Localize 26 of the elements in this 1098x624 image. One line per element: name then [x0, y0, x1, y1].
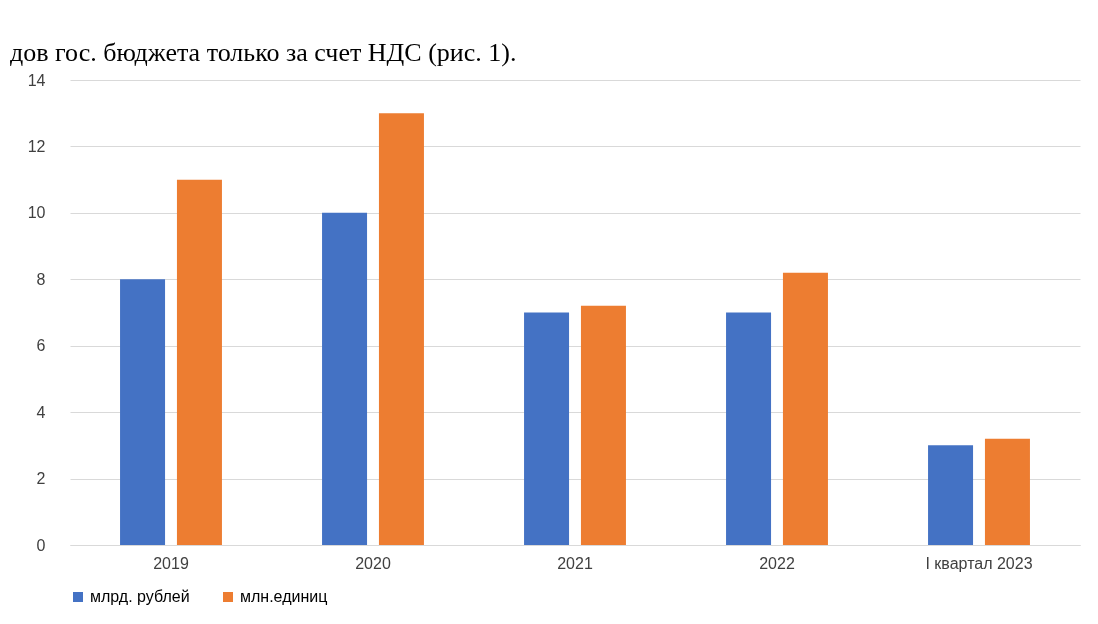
y-tick-label: 6 [36, 337, 46, 355]
x-tick-label: 2022 [759, 554, 795, 572]
bar [176, 179, 222, 545]
legend-label: млн.единиц [240, 588, 328, 605]
y-tick-label: 0 [36, 536, 46, 554]
bar [580, 305, 626, 545]
y-tick-label: 2 [36, 470, 46, 488]
x-tick-label: 2020 [355, 554, 391, 572]
bar [782, 272, 828, 545]
y-tick-label: 8 [36, 270, 46, 288]
x-tick-label: 2019 [153, 554, 189, 572]
x-tick-label: 2021 [557, 554, 593, 572]
legend-label: млрд. рублей [90, 588, 190, 605]
bar [120, 279, 166, 545]
bar [378, 113, 424, 545]
bar [984, 438, 1030, 545]
text: дов гос. бюджета только за счет НДС (рис. 1). [10, 38, 517, 67]
bar [322, 212, 368, 545]
bar [726, 312, 772, 545]
bar [524, 312, 570, 545]
bar [928, 445, 974, 545]
x-tick-label: I квартал 2023 [925, 554, 1033, 572]
y-tick-label: 10 [27, 204, 46, 222]
y-tick-label: 14 [27, 71, 46, 89]
y-tick-label: 4 [36, 403, 46, 421]
y-tick-label: 12 [27, 137, 46, 155]
